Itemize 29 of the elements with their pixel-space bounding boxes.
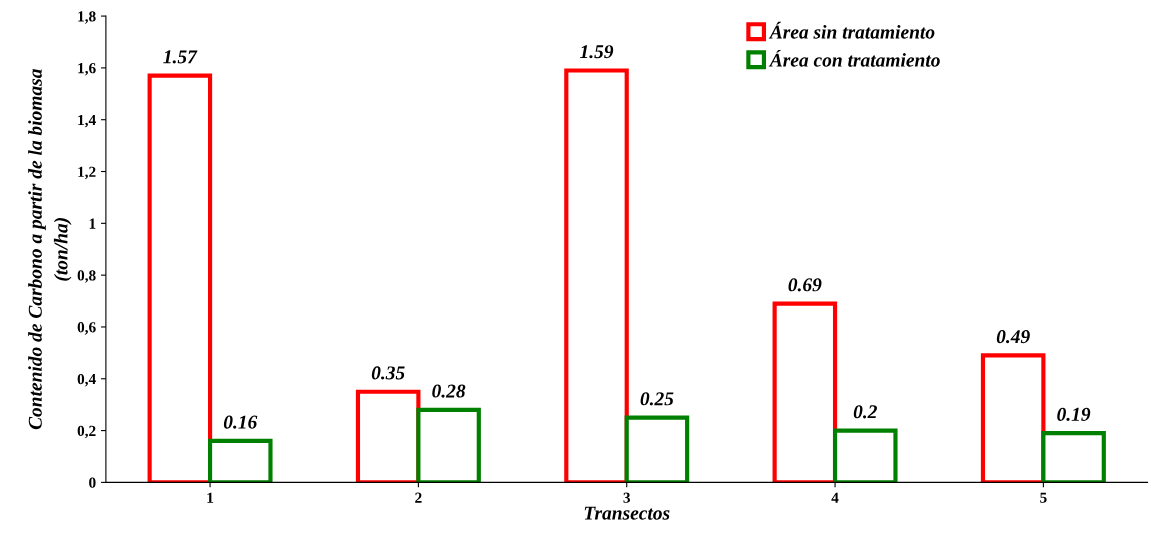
data-label: 0.2 bbox=[853, 405, 877, 419]
y-tick-label: 1 bbox=[89, 218, 96, 229]
data-label: 0.19 bbox=[1057, 407, 1091, 421]
y-tick-label: 0,6 bbox=[77, 322, 96, 335]
y-tick-label: 0,2 bbox=[77, 425, 96, 439]
x-tick-label: 2 bbox=[415, 492, 422, 503]
y-tick-label: 1,4 bbox=[78, 114, 96, 128]
data-label: 1.57 bbox=[163, 50, 198, 64]
data-label: 0.28 bbox=[432, 384, 466, 398]
x-tick-label: 5 bbox=[1040, 492, 1047, 503]
y-tick-label: 1,2 bbox=[78, 166, 96, 180]
data-label: 1.59 bbox=[579, 45, 614, 59]
y-axis-title: Contenido de Carbono a partir de la biomasa (ton/ha) bbox=[28, 69, 72, 430]
data-label: 0.35 bbox=[371, 366, 405, 380]
x-tick-label: 4 bbox=[831, 492, 839, 503]
y-tick-label: 0 bbox=[89, 477, 96, 488]
legend-label: Área con tratamiento bbox=[768, 49, 940, 67]
y-tick-label: 0,8 bbox=[77, 270, 96, 283]
x-axis-title: Transectos bbox=[584, 506, 670, 520]
x-tick-label: 1 bbox=[207, 492, 214, 503]
y-tick-label: 1,6 bbox=[78, 63, 96, 76]
data-label: 0.69 bbox=[788, 278, 822, 292]
data-label: 0.16 bbox=[223, 415, 258, 429]
y-tick-label: 1,8 bbox=[78, 11, 96, 24]
x-tick-label: 3 bbox=[623, 492, 631, 503]
data-label: 0.25 bbox=[640, 392, 674, 406]
data-label: 0.49 bbox=[996, 330, 1030, 344]
y-tick-label: 0,4 bbox=[77, 373, 96, 387]
legend-label: Área sin tratamiento bbox=[768, 21, 935, 39]
